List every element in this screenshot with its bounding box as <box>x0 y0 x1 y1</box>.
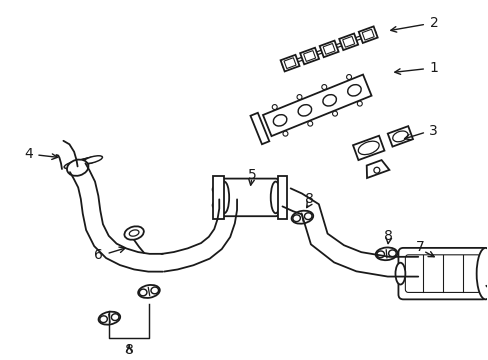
Polygon shape <box>213 176 224 219</box>
Text: 8: 8 <box>124 343 133 357</box>
FancyBboxPatch shape <box>398 248 487 300</box>
Ellipse shape <box>100 316 107 323</box>
Ellipse shape <box>392 131 407 142</box>
Text: 4: 4 <box>24 147 33 161</box>
Polygon shape <box>323 44 334 54</box>
Ellipse shape <box>212 201 220 209</box>
FancyBboxPatch shape <box>405 255 480 292</box>
Ellipse shape <box>347 85 361 96</box>
Ellipse shape <box>304 213 311 220</box>
Ellipse shape <box>212 185 220 193</box>
Ellipse shape <box>68 160 87 167</box>
Text: 8: 8 <box>383 229 392 243</box>
Polygon shape <box>362 29 373 40</box>
Ellipse shape <box>79 157 99 165</box>
Polygon shape <box>342 36 354 47</box>
Polygon shape <box>352 136 384 160</box>
Text: 1: 1 <box>429 61 438 75</box>
Polygon shape <box>358 26 377 43</box>
Ellipse shape <box>138 285 160 298</box>
Ellipse shape <box>388 250 395 257</box>
Ellipse shape <box>291 211 313 224</box>
Text: 8: 8 <box>305 192 313 206</box>
Text: 3: 3 <box>428 123 437 138</box>
Ellipse shape <box>373 167 379 173</box>
Polygon shape <box>303 51 315 62</box>
Polygon shape <box>387 126 412 147</box>
Ellipse shape <box>99 312 120 325</box>
Ellipse shape <box>321 85 326 90</box>
Ellipse shape <box>395 263 405 284</box>
Ellipse shape <box>272 104 277 109</box>
Ellipse shape <box>376 251 384 258</box>
Ellipse shape <box>357 101 362 106</box>
Text: 5: 5 <box>247 168 256 182</box>
Ellipse shape <box>76 158 95 166</box>
Ellipse shape <box>83 156 102 163</box>
Polygon shape <box>284 58 295 68</box>
Ellipse shape <box>307 121 312 126</box>
FancyBboxPatch shape <box>221 179 278 216</box>
Polygon shape <box>282 31 375 67</box>
Text: 2: 2 <box>428 16 437 30</box>
Ellipse shape <box>322 95 336 106</box>
Ellipse shape <box>332 111 337 116</box>
Ellipse shape <box>296 95 302 99</box>
Ellipse shape <box>124 226 143 240</box>
Polygon shape <box>250 113 269 144</box>
Ellipse shape <box>139 289 146 296</box>
Ellipse shape <box>292 215 300 222</box>
Polygon shape <box>263 75 371 136</box>
Ellipse shape <box>375 247 397 260</box>
Ellipse shape <box>358 141 378 154</box>
Ellipse shape <box>219 181 229 213</box>
Polygon shape <box>339 33 357 50</box>
Polygon shape <box>280 55 299 71</box>
Ellipse shape <box>298 105 311 116</box>
Ellipse shape <box>111 314 119 320</box>
Polygon shape <box>366 160 388 178</box>
Ellipse shape <box>151 287 158 294</box>
Ellipse shape <box>283 131 287 136</box>
Ellipse shape <box>64 161 83 168</box>
Ellipse shape <box>72 159 91 167</box>
Ellipse shape <box>67 159 88 176</box>
Ellipse shape <box>270 181 280 213</box>
Text: 7: 7 <box>415 240 424 254</box>
Ellipse shape <box>346 75 351 80</box>
Polygon shape <box>277 176 286 219</box>
Ellipse shape <box>476 248 488 300</box>
Ellipse shape <box>273 115 286 126</box>
Ellipse shape <box>129 230 139 236</box>
Polygon shape <box>300 48 319 64</box>
Text: 6: 6 <box>94 248 103 262</box>
Polygon shape <box>319 41 338 57</box>
